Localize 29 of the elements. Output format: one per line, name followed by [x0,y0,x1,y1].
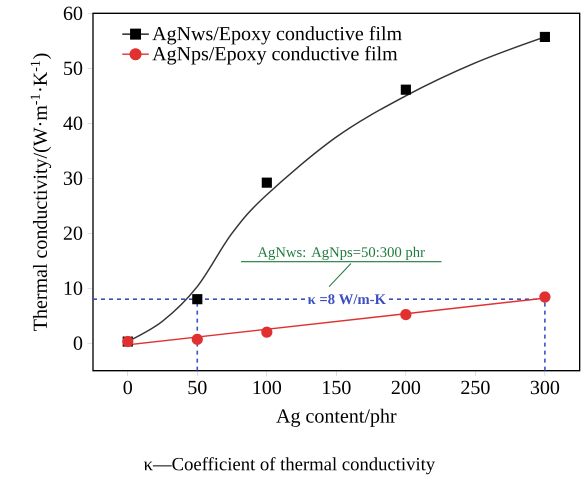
y-tick-label: 30 [64,172,82,185]
point [400,308,412,320]
point [539,291,551,303]
point [192,294,202,304]
point [400,84,411,95]
y-tick-label: 40 [63,116,82,130]
point [262,178,272,188]
y-tick-label: 10 [64,281,82,295]
x-tick-label: 200 [392,380,420,394]
x-tick-label: 300 [530,380,560,394]
point [192,334,203,345]
x-tick-label: 150 [323,380,351,394]
y-tick-label: 0 [74,336,82,350]
ref-line-label: κ =8 W/m-K [308,294,386,304]
legend-label: AgNws/Epoxy conductive film [152,26,402,44]
point [261,326,272,338]
x-tick-label: 250 [461,380,490,394]
x-tick-label: 100 [254,380,282,394]
text: κ—Coefficient of thermal conductivity [144,457,436,474]
y-axis-title: Thermal conductivity/(W·m$^{-1}$·K$^{-1}$) [30,54,52,331]
point [540,32,550,42]
y-tick-label: 50 [64,62,82,76]
annotation: AgNws: AgNps=50:300 phr [258,246,425,260]
y-tick-label: 60 [64,6,82,20]
x-tick-label: 50 [188,380,207,394]
x-tick-label: 0 [124,380,132,394]
y-tick-label: 20 [64,226,82,240]
legend-label: AgNps/Epoxy conductive film [152,46,398,65]
x-axis-title: Ag content/phr [276,408,396,427]
